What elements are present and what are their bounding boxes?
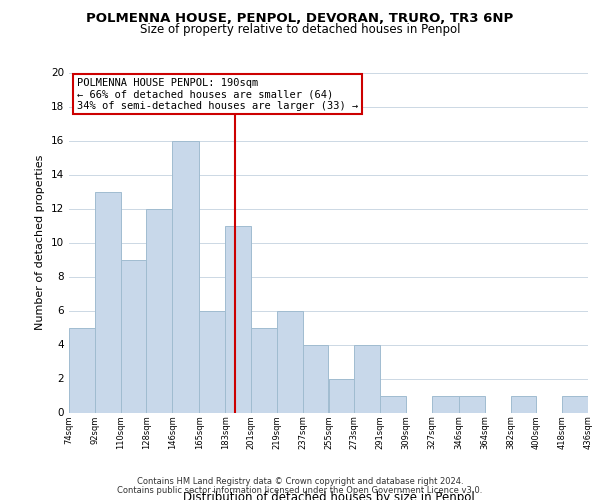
Bar xyxy=(562,396,588,412)
Text: POLMENNA HOUSE PENPOL: 190sqm
← 66% of detached houses are smaller (64)
34% of s: POLMENNA HOUSE PENPOL: 190sqm ← 66% of d… xyxy=(77,78,358,111)
Bar xyxy=(69,328,95,412)
Bar xyxy=(302,344,329,412)
Bar xyxy=(355,344,380,412)
Bar xyxy=(199,310,225,412)
Text: POLMENNA HOUSE, PENPOL, DEVORAN, TRURO, TR3 6NP: POLMENNA HOUSE, PENPOL, DEVORAN, TRURO, … xyxy=(86,12,514,26)
Bar xyxy=(95,192,121,412)
Bar xyxy=(225,226,251,412)
Bar xyxy=(251,328,277,412)
Bar xyxy=(511,396,536,412)
Text: Contains public sector information licensed under the Open Government Licence v3: Contains public sector information licen… xyxy=(118,486,482,495)
Bar xyxy=(172,140,199,412)
Text: Size of property relative to detached houses in Penpol: Size of property relative to detached ho… xyxy=(140,22,460,36)
Bar xyxy=(146,208,172,412)
Bar xyxy=(329,378,355,412)
X-axis label: Distribution of detached houses by size in Penpol: Distribution of detached houses by size … xyxy=(182,491,475,500)
Bar xyxy=(277,310,302,412)
Bar xyxy=(432,396,459,412)
Bar xyxy=(459,396,485,412)
Y-axis label: Number of detached properties: Number of detached properties xyxy=(35,155,46,330)
Bar xyxy=(380,396,406,412)
Bar xyxy=(121,260,146,412)
Text: Contains HM Land Registry data © Crown copyright and database right 2024.: Contains HM Land Registry data © Crown c… xyxy=(137,477,463,486)
